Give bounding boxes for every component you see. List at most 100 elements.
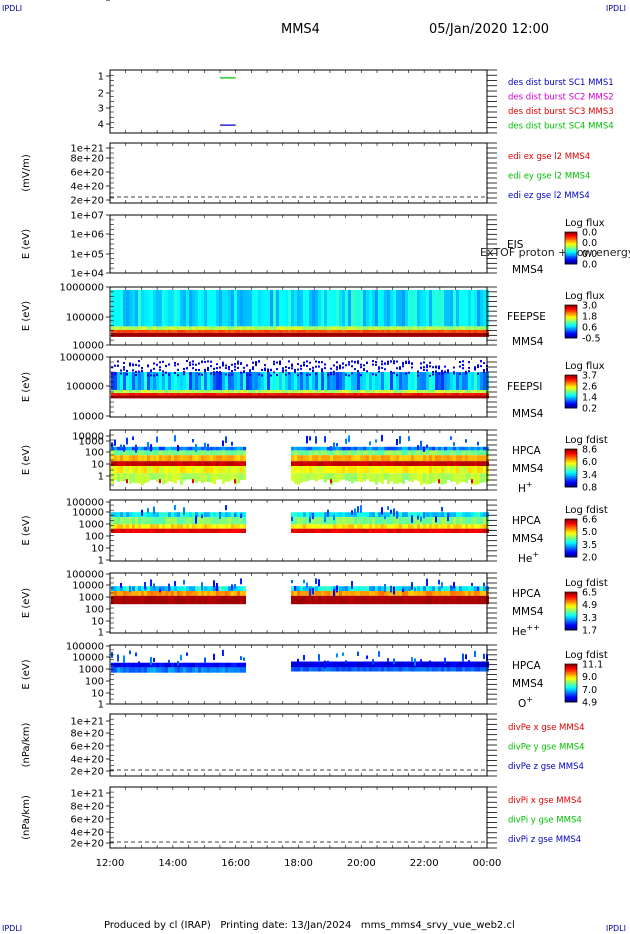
heatmap-cell	[312, 524, 315, 529]
heatmap-cell	[174, 364, 176, 367]
heatmap-cell	[294, 586, 296, 591]
heatmap-cell	[369, 450, 372, 456]
heatmap-cell	[198, 455, 201, 462]
heatmap-cell	[480, 461, 483, 466]
heatmap-cell	[450, 289, 453, 327]
heatmap-cell	[456, 595, 459, 605]
colorbar-tick-label: 0.2	[582, 404, 597, 415]
heatmap-cell	[207, 595, 210, 605]
heatmap-cell	[165, 528, 168, 533]
heatmap-cell	[480, 329, 483, 333]
heatmap-cell	[399, 372, 402, 390]
heatmap-cell	[168, 524, 171, 529]
heatmap-cell	[465, 326, 468, 330]
heatmap-cell	[468, 390, 471, 393]
heatmap-cell	[480, 661, 483, 668]
heatmap-cell	[132, 591, 135, 596]
heatmap-cell	[198, 326, 201, 330]
heatmap-cell	[156, 524, 159, 529]
heatmap-cell	[324, 660, 326, 669]
heatmap-cell	[186, 512, 189, 518]
heatmap-cell	[408, 332, 411, 337]
heatmap-cell	[474, 473, 477, 485]
heatmap-cell	[354, 329, 357, 333]
heatmap-cell	[291, 289, 294, 327]
heatmap-cell	[243, 473, 246, 480]
heatmap-cell	[375, 361, 377, 363]
heatmap-cell	[321, 466, 324, 474]
y-tick-label: 1e+06	[70, 230, 104, 241]
heatmap-cell	[354, 390, 357, 393]
heatmap-cell	[204, 512, 207, 518]
heatmap-cell	[246, 329, 249, 333]
heatmap-cell	[135, 372, 138, 390]
heatmap-cell	[444, 289, 447, 327]
heatmap-cell	[363, 332, 366, 337]
heatmap-cell	[255, 364, 257, 367]
heatmap-cell	[288, 393, 291, 396]
heatmap-cell	[414, 289, 417, 327]
heatmap-cell	[192, 455, 195, 462]
heatmap-cell	[153, 473, 156, 480]
heatmap-cell	[243, 372, 246, 390]
heatmap-cell	[402, 461, 405, 466]
heatmap-cell	[147, 393, 150, 396]
heatmap-cell	[345, 512, 348, 518]
heatmap-cell	[174, 586, 177, 591]
heatmap-cell	[330, 371, 332, 374]
heatmap-cell	[138, 395, 141, 399]
heatmap-cell	[132, 369, 134, 372]
heatmap-cell	[129, 473, 132, 484]
heatmap-cell	[399, 329, 402, 333]
heatmap-cell	[351, 595, 354, 605]
heatmap-cell	[348, 326, 351, 330]
colorbar-cell	[565, 679, 577, 682]
heatmap-cell	[471, 455, 474, 462]
heatmap-cell	[291, 329, 294, 333]
heatmap-cell	[156, 586, 159, 591]
heatmap-cell	[234, 473, 237, 485]
heatmap-cell	[204, 372, 207, 390]
heatmap-cell	[297, 517, 300, 525]
heatmap-cell	[327, 667, 330, 672]
heatmap-cell	[420, 326, 423, 330]
heatmap-cell	[279, 326, 282, 330]
y-tick-label: 1e+05	[70, 250, 104, 261]
heatmap-cell	[399, 395, 402, 399]
heatmap-cell	[255, 390, 258, 393]
heatmap-cell	[123, 466, 126, 474]
heatmap-cell	[408, 528, 411, 533]
heatmap-cell	[201, 446, 204, 451]
colorbar-cell	[565, 477, 577, 480]
heatmap-cell	[225, 373, 227, 376]
heatmap-cell	[345, 473, 348, 481]
heatmap-cell	[453, 461, 456, 466]
heatmap-cell	[387, 586, 390, 591]
heatmap-cell	[240, 329, 243, 333]
heatmap-cell	[210, 365, 212, 368]
heatmap-cell	[432, 372, 435, 390]
heatmap-cell	[231, 591, 234, 596]
heatmap-cell	[456, 524, 459, 529]
heatmap-cell	[378, 667, 381, 672]
heatmap-cell	[390, 585, 392, 593]
heatmap-cell	[444, 326, 447, 330]
heatmap-cell	[480, 512, 483, 518]
heatmap-cell	[423, 517, 426, 525]
heatmap-cell	[408, 586, 411, 591]
heatmap-cell	[351, 326, 354, 330]
heatmap-cell	[393, 517, 396, 525]
heatmap-cell	[207, 390, 210, 393]
heatmap-cell	[165, 365, 167, 368]
heatmap-cell	[360, 326, 363, 330]
heatmap-cell	[435, 372, 438, 390]
heatmap-cell	[453, 442, 455, 446]
heatmap-cell	[222, 440, 224, 447]
heatmap-cell	[141, 461, 144, 466]
heatmap-cell	[189, 512, 192, 518]
heatmap-cell	[336, 528, 339, 533]
heatmap-cell	[384, 591, 387, 596]
heatmap-cell	[387, 329, 390, 333]
heatmap-cell	[462, 393, 465, 396]
heatmap-cell	[252, 390, 255, 393]
